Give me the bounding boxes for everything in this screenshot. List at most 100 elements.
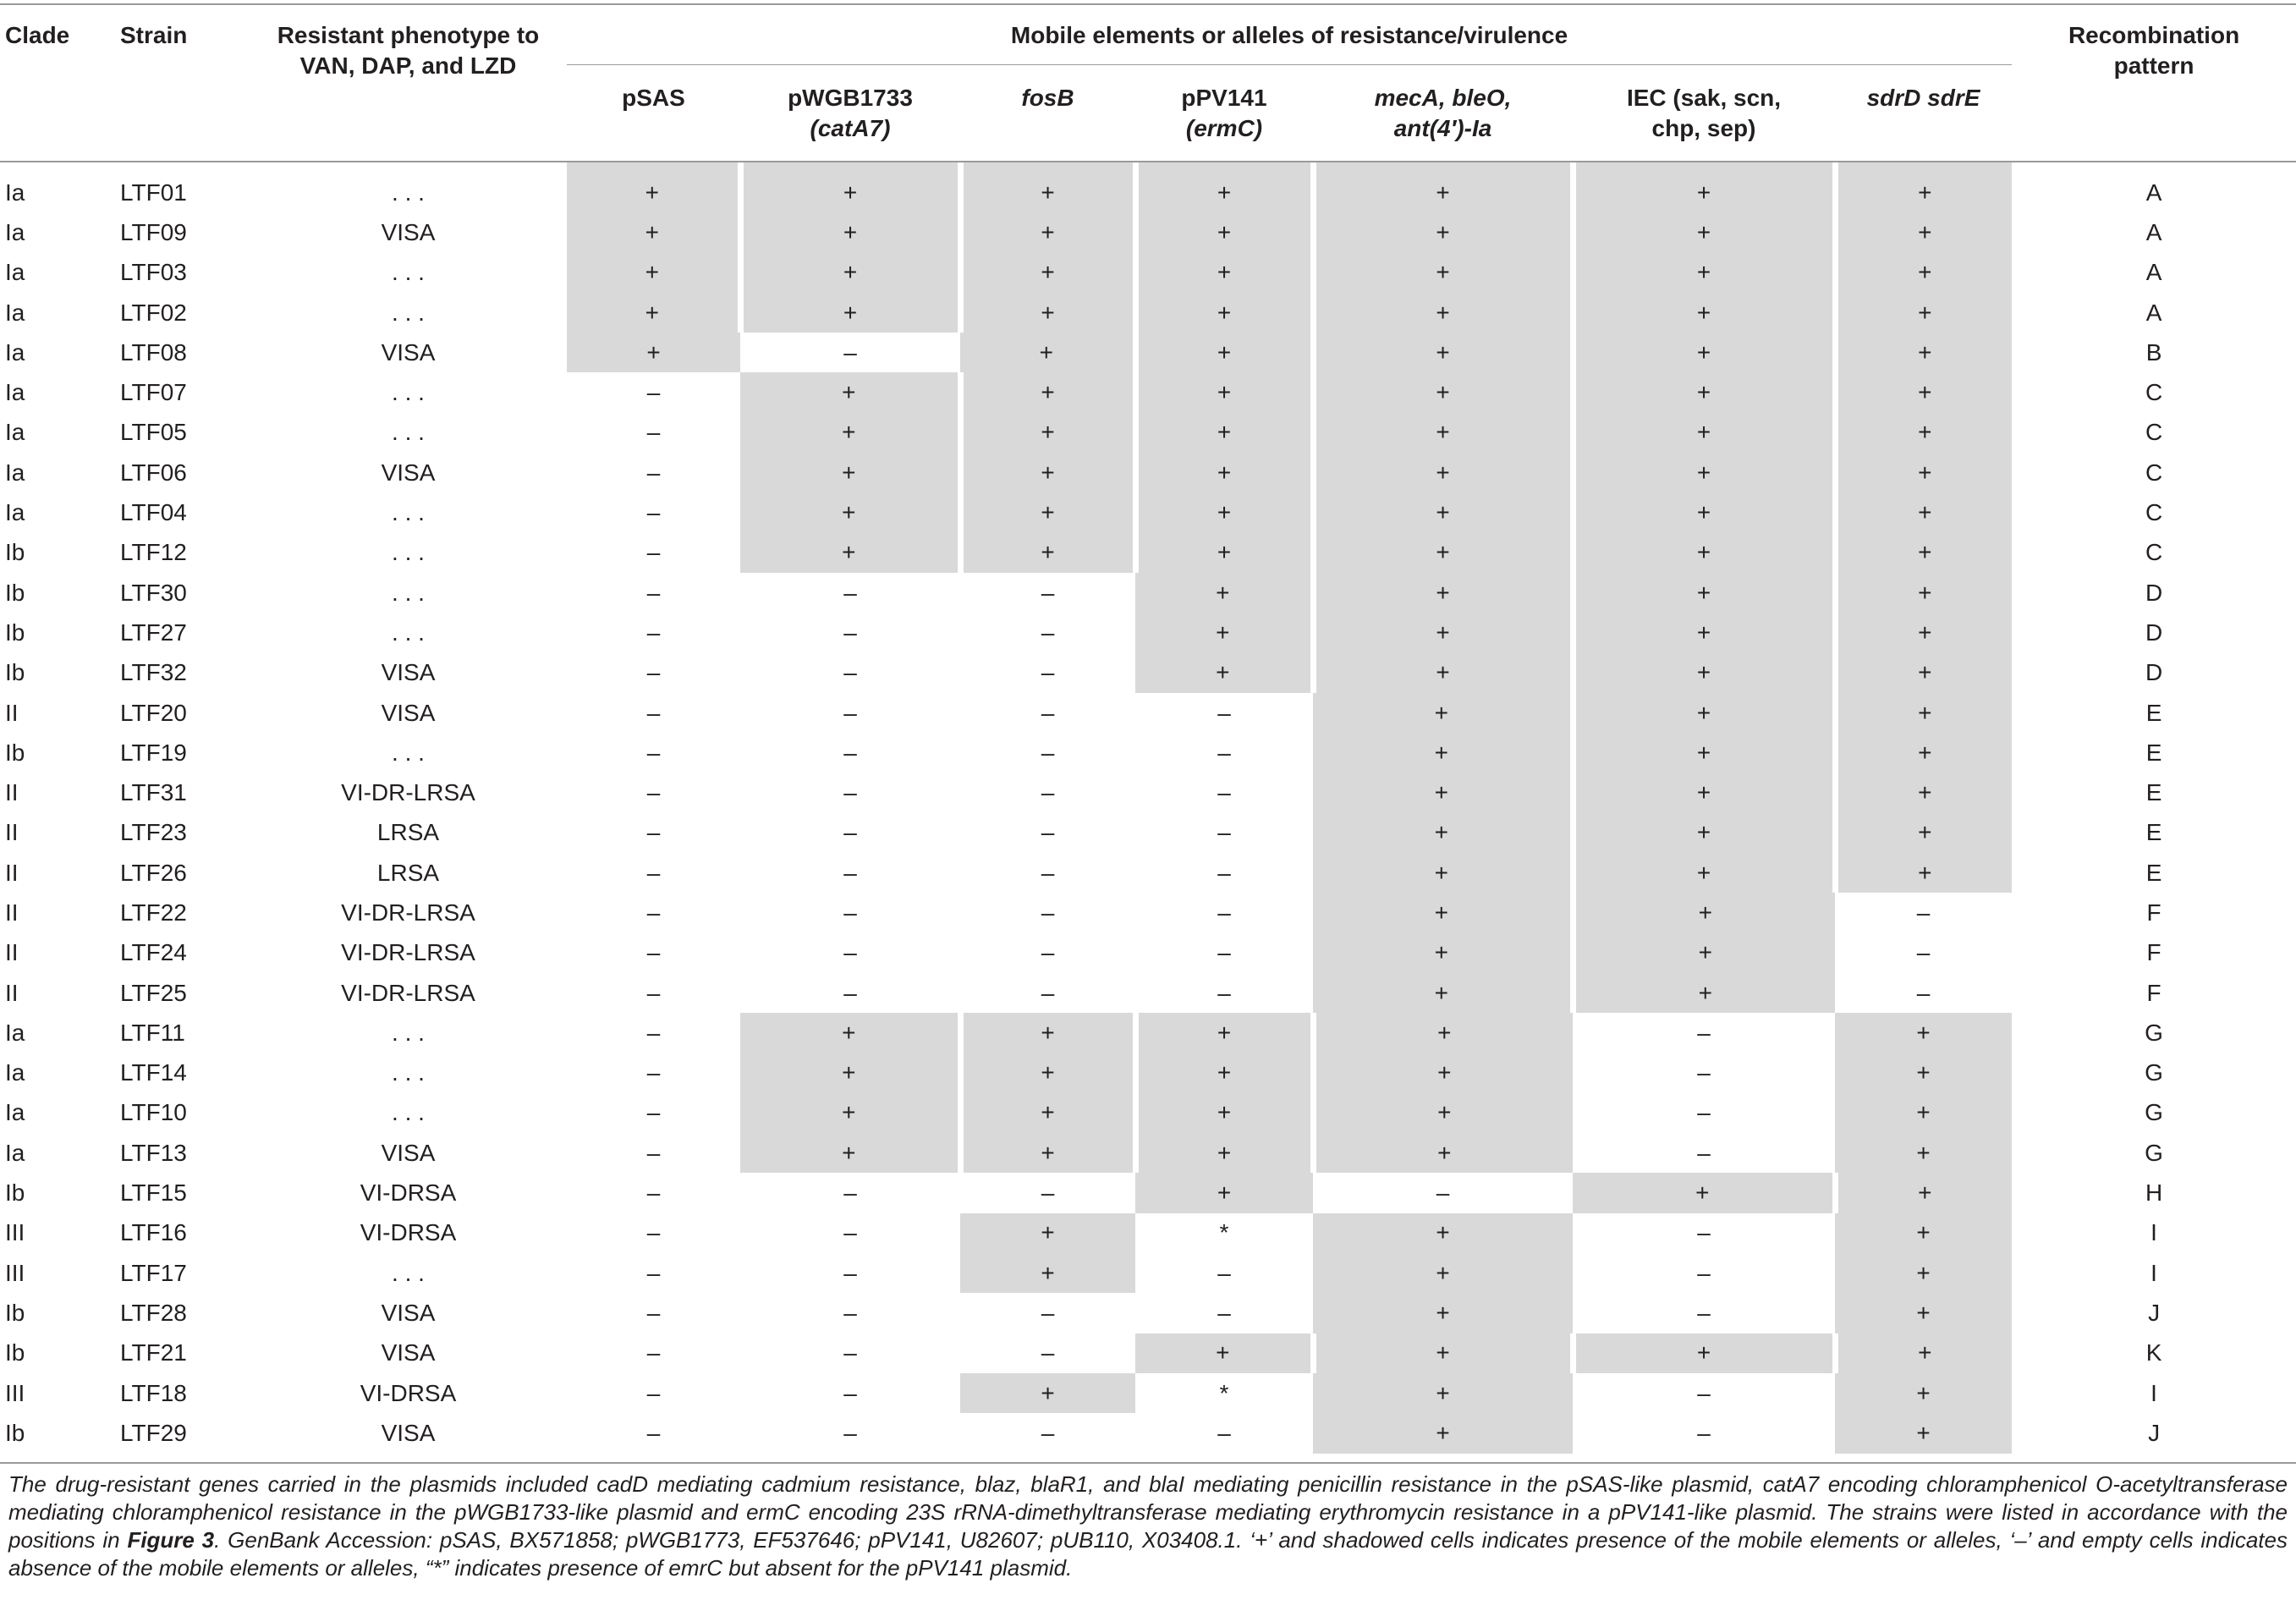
- mark-cell: +: [957, 372, 1135, 413]
- mark-cell: –: [1041, 1299, 1055, 1326]
- mark-cell: –: [843, 939, 857, 966]
- mark-cell: +: [1135, 1173, 1313, 1213]
- table-row: Ib LTF29 VISA – – – – + – + J: [0, 1413, 2296, 1454]
- pwgb1733-header-line2: (catA7): [740, 113, 960, 144]
- psas-header: pSAS: [622, 85, 685, 111]
- pattern-cell: H: [2145, 1179, 2163, 1207]
- mark-cell: –: [843, 1179, 857, 1207]
- mark-cell: –: [1217, 979, 1231, 1006]
- mark-cell: +: [957, 1133, 1135, 1174]
- phenotype-cell: VI-DRSA: [360, 1379, 457, 1406]
- mark-cell: +: [1135, 1333, 1313, 1373]
- mark-cell: +: [1132, 161, 1313, 213]
- mark-cell: +: [1569, 812, 1835, 854]
- mark-cell: +: [1132, 212, 1313, 253]
- mark-cell: *: [1219, 1219, 1229, 1246]
- ppv141-header-line1: pPV141: [1181, 85, 1267, 111]
- mark-cell: +: [1310, 453, 1573, 493]
- mark-cell: +: [1132, 412, 1313, 454]
- mark-cell: +: [1569, 652, 1835, 693]
- mark-cell: +: [960, 333, 1135, 373]
- strain-cell: LTF19: [120, 739, 187, 766]
- mark-cell: –: [1697, 1059, 1711, 1086]
- mark-cell: –: [1041, 819, 1055, 846]
- mark-cell: –: [1041, 579, 1055, 606]
- table-row: Ia LTF14. . . – + + + + – + G: [0, 1053, 2296, 1093]
- mark-cell: –: [1217, 939, 1231, 966]
- mark-cell: +: [1835, 1092, 2013, 1134]
- phenotype-cell: VISA: [381, 338, 436, 366]
- table-row: Ia LTF05. . . – + + + + + + C: [0, 412, 2296, 454]
- strain-cell: LTF05: [120, 419, 187, 446]
- mark-cell: +: [1313, 893, 1573, 933]
- strain-cell: LTF28: [120, 1299, 187, 1326]
- mark-cell: –: [646, 1379, 661, 1406]
- clade-cell: II: [5, 859, 19, 886]
- mark-cell: +: [1132, 453, 1313, 493]
- mark-cell: –: [646, 499, 661, 526]
- table-row: III LTF16 VI-DRSA – – + * + – + I: [0, 1212, 2296, 1254]
- phenotype-cell: . . .: [392, 1059, 425, 1086]
- mark-cell: +: [1569, 932, 1835, 973]
- table-row: Ib LTF19. . . – – – – + + + E: [0, 733, 2296, 773]
- phenotype-cell: VISA: [381, 1339, 436, 1366]
- table-row: Ib LTF28 VISA – – – – + – + J: [0, 1293, 2296, 1333]
- mark-cell: +: [960, 1212, 1135, 1254]
- phenotype-cell: VISA: [381, 459, 436, 486]
- mark-cell: –: [1041, 739, 1055, 766]
- mark-cell: +: [1832, 372, 2013, 413]
- phenotype-header-line2: VAN, DAP, and LZD: [299, 52, 517, 79]
- phenotype-cell: VISA: [381, 699, 436, 726]
- mark-cell: –: [1041, 979, 1055, 1006]
- phenotype-cell: VISA: [381, 1419, 436, 1446]
- pattern-cell: E: [2145, 859, 2162, 886]
- strain-cell: LTF20: [120, 699, 187, 726]
- mark-cell: +: [1132, 532, 1313, 573]
- fosb-header: fosB: [960, 64, 1135, 161]
- mark-cell: –: [1217, 1259, 1231, 1286]
- clade-cell: II: [5, 979, 19, 1006]
- pattern-cell: G: [2145, 1099, 2163, 1126]
- mark-cell: +: [1135, 613, 1313, 653]
- mark-cell: +: [1835, 1413, 2013, 1454]
- mark-cell: +: [1569, 333, 1835, 373]
- clade-cell: Ia: [5, 1059, 25, 1086]
- pattern-cell: I: [2150, 1379, 2157, 1406]
- recombination-header: Recombination pattern: [2012, 0, 2296, 161]
- mark-cell: +: [957, 453, 1135, 493]
- pattern-cell: C: [2145, 459, 2163, 486]
- mark-cell: +: [1832, 252, 2013, 293]
- clade-cell: Ia: [5, 459, 25, 486]
- mark-cell: +: [737, 292, 960, 333]
- phenotype-cell: . . .: [392, 739, 425, 766]
- mark-cell: +: [957, 252, 1135, 293]
- clade-cell: Ia: [5, 259, 25, 286]
- mark-cell: +: [1832, 773, 2013, 813]
- mark-cell: +: [1832, 572, 2013, 613]
- mark-cell: +: [1835, 1053, 2013, 1093]
- pattern-cell: D: [2145, 579, 2163, 606]
- mark-cell: –: [646, 1019, 661, 1046]
- mark-cell: –: [843, 859, 857, 886]
- mark-cell: –: [1697, 1299, 1711, 1326]
- pattern-cell: A: [2145, 218, 2162, 245]
- mark-cell: +: [1310, 333, 1573, 373]
- mobile-elements-group-header: Mobile elements or alleles of resistance…: [1010, 22, 1568, 48]
- clade-cell: Ib: [5, 539, 25, 566]
- mark-cell: +: [740, 492, 960, 533]
- mark-cell: –: [646, 979, 661, 1006]
- mark-cell: *: [1219, 1379, 1229, 1406]
- mark-cell: –: [646, 1339, 661, 1366]
- mark-cell: –: [1697, 1259, 1711, 1286]
- table-row: Ia LTF10. . . – + + + + – + G: [0, 1092, 2296, 1134]
- phenotype-cell: . . .: [392, 499, 425, 526]
- phenotype-cell: VISA: [381, 1139, 436, 1166]
- phenotype-cell: VISA: [381, 1299, 436, 1326]
- mark-cell: +: [1310, 572, 1573, 613]
- pattern-cell: E: [2145, 779, 2162, 806]
- mark-cell: +: [1313, 1413, 1573, 1454]
- mark-cell: +: [1310, 1333, 1573, 1373]
- mark-cell: –: [843, 899, 857, 926]
- table-row: Ia LTF13 VISA – + + + + – + G: [0, 1133, 2296, 1174]
- table-row: Ia LTF04. . . – + + + + + + C: [0, 492, 2296, 533]
